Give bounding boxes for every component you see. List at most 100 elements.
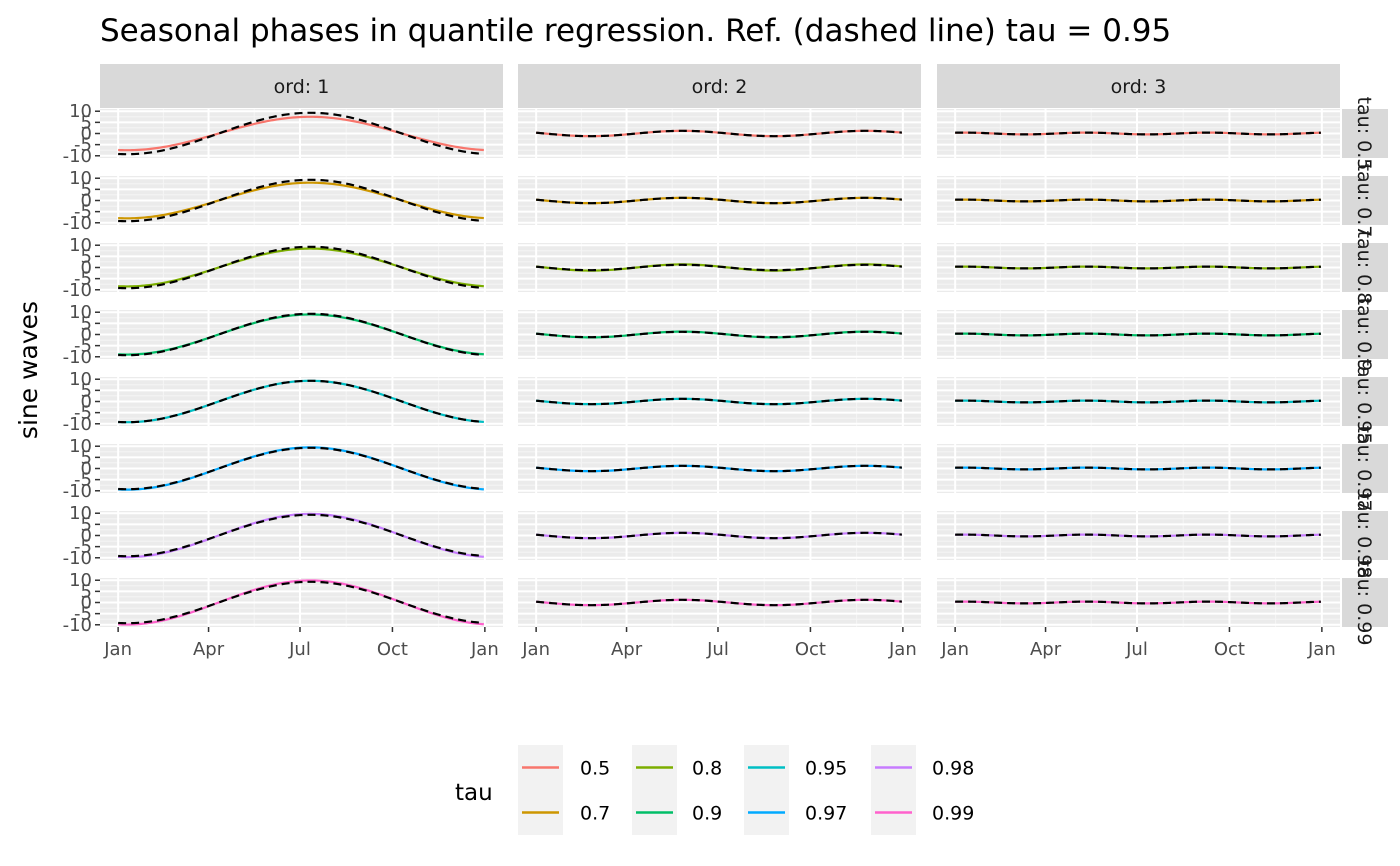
y-tick-label: 5 [81,447,92,468]
reference-line-dashed [955,131,1321,136]
y-tick-label: 5 [81,313,92,334]
series-line-tau-0.5 [118,115,484,152]
reference-line-dashed [536,531,902,540]
y-tick-label: 10 [69,302,92,323]
column-strip [100,64,503,108]
row-strip-label: tau: 0.99 [1353,560,1375,646]
reference-line-dashed [536,397,902,406]
reference-line-dashed [118,580,484,625]
x-tick-label: Oct [1214,639,1245,660]
row-strip [1342,444,1388,493]
y-tick-label: -10 [63,615,92,636]
reference-line-dashed [536,464,902,473]
reference-line-dashed [955,399,1321,404]
y-tick-label: 10 [69,436,92,457]
row-strip-label: tau: 0.7 [1353,164,1375,238]
row-strip-label: tau: 0.9 [1353,298,1375,372]
reference-line-dashed [118,312,484,357]
reference-line-dashed [955,332,1321,337]
y-tick-label: 5 [81,246,92,267]
x-tick-label: Jan [470,639,499,660]
y-tick-label: 5 [81,514,92,535]
y-tick-label: 0 [81,325,92,346]
y-tick-label: -5 [74,470,92,491]
reference-line-dashed [955,265,1321,270]
x-tick-label: Jan [1307,639,1336,660]
x-tick-label: Jul [706,639,729,660]
row-strip [1342,310,1388,359]
legend-label: 0.97 [805,803,847,825]
legend-label: 0.7 [580,803,610,825]
legend-label: 0.9 [692,803,722,825]
y-tick-label: -5 [74,336,92,357]
reference-line-dashed [536,330,902,339]
legend-label: 0.95 [805,758,847,780]
x-tick-label: Apr [193,639,225,660]
y-tick-label: 0 [81,124,92,145]
y-tick-label: -10 [63,146,92,167]
legend: tau 0.5 0.7 0.8 0.9 0.95 0.97 0.98 0.99 [455,745,974,835]
y-tick-label: 0 [81,459,92,480]
legend-label: 0.5 [580,758,610,780]
row-strip [1342,176,1388,225]
reference-line-dashed [118,111,484,156]
reference-line-dashed [118,446,484,491]
reference-line-dashed [536,263,902,272]
y-tick-label: 0 [81,526,92,547]
row-strip [1342,377,1388,426]
y-tick-label: 10 [69,570,92,591]
x-tick-label: Jan [888,639,917,660]
row-strip [1342,578,1388,627]
legend-label: 0.98 [932,758,974,780]
y-tick-label: -10 [63,347,92,368]
reference-line-dashed [536,129,902,138]
x-tick-label: Apr [1030,639,1062,660]
y-tick-label: 0 [81,191,92,212]
y-tick-label: -5 [74,202,92,223]
reference-line-dashed [955,533,1321,538]
reference-line-dashed [955,466,1321,471]
row-strip-label: tau: 0.8 [1353,231,1375,305]
y-tick-label: -10 [63,280,92,301]
y-tick-label: 10 [69,168,92,189]
x-tick-label: Oct [377,639,408,660]
legend-title: tau [455,780,493,806]
x-tick-label: Oct [795,639,826,660]
reference-line-dashed [118,178,484,223]
y-tick-label: -5 [74,269,92,290]
y-tick-label: -10 [63,481,92,502]
row-strip-label: tau: 0.5 [1353,97,1375,171]
y-tick-label: -5 [74,604,92,625]
y-tick-label: 0 [81,392,92,413]
x-tick-label: Jan [521,639,550,660]
y-tick-label: 0 [81,593,92,614]
y-tick-label: 10 [69,235,92,256]
legend-label: 0.99 [932,803,974,825]
column-strip-label: ord: 1 [274,76,330,98]
reference-line-dashed [536,598,902,607]
y-tick-label: 10 [69,503,92,524]
y-axis-label: sine waves [14,301,43,439]
y-tick-label: -5 [74,403,92,424]
reference-line-dashed [955,198,1321,203]
y-tick-label: -5 [74,135,92,156]
x-tick-label: Jan [940,639,969,660]
y-tick-label: -10 [63,213,92,234]
y-tick-label: 10 [69,101,92,122]
y-tick-label: 0 [81,258,92,279]
y-tick-label: 5 [81,380,92,401]
legend-label: 0.8 [692,758,722,780]
reference-line-dashed [118,245,484,290]
column-strip [518,64,921,108]
x-tick-label: Jan [103,639,132,660]
row-strip [1342,243,1388,292]
reference-line-dashed [118,513,484,558]
y-tick-label: 5 [81,179,92,200]
y-tick-label: -10 [63,414,92,435]
y-tick-label: 5 [81,581,92,602]
reference-line-dashed [536,196,902,205]
x-tick-label: Apr [611,639,643,660]
y-tick-label: 5 [81,112,92,133]
